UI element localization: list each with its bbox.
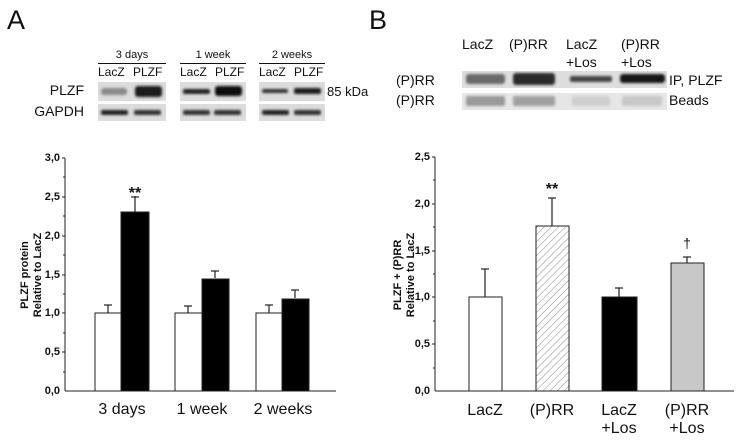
y-tick-label: 1,5 [414, 245, 430, 257]
blot-strip [180, 104, 246, 121]
lane-label: PLZF [215, 65, 245, 79]
group-underline [180, 63, 246, 64]
lane-label: (P)RR [509, 36, 548, 52]
lane-label: (P)RR [621, 36, 660, 52]
lane-label: PLZF [294, 65, 324, 79]
blot-strip [259, 104, 325, 121]
lane-label: LacZ [180, 65, 207, 79]
lane-label: LacZ [566, 36, 598, 52]
blot-strip [259, 82, 325, 101]
y-tick-label: 0,5 [414, 338, 430, 350]
y-tick-label: 1,0 [44, 307, 60, 319]
y-tick-label: 0,5 [44, 346, 60, 358]
bar-prr-los [670, 262, 705, 392]
x-tick-label: 3 days [98, 401, 146, 418]
lane-label: +Los [566, 54, 597, 70]
bar-lacz-1week [174, 312, 203, 392]
blot-strip [98, 104, 166, 121]
bar-lacz-los [601, 296, 638, 392]
panel-a-label: A [7, 5, 26, 35]
lane-label: LacZ [259, 65, 286, 79]
group-underline [98, 63, 166, 64]
bar-plzf-3days [120, 211, 150, 392]
y-tick-label: 2,0 [414, 198, 430, 210]
x-tick-label: 1 week [176, 401, 228, 418]
y-tick-label: 3,0 [44, 152, 60, 164]
x-tick-label: (P)RR +Los [664, 402, 710, 437]
bar-lacz-3days [94, 312, 122, 392]
group-underline [259, 63, 325, 64]
significance-marker: ** [128, 185, 142, 202]
x-tick-label: 2 weeks [253, 401, 313, 418]
y-tick-label: 2,5 [44, 191, 60, 203]
bar-lacz-2weeks [255, 312, 283, 392]
blot-row-label: GAPDH [34, 103, 84, 119]
blot-row-label: (P)RR [396, 92, 435, 108]
bar-plzf-1week [201, 278, 230, 392]
bar-prr [535, 225, 570, 392]
y-tick-label: 0,0 [414, 385, 430, 397]
y-tick-label: 2,5 [414, 151, 430, 163]
blot-group-label: 3 days [115, 49, 149, 61]
x-tick-label: (P)RR [529, 402, 575, 419]
blot-row-tag: IP, PLZF [669, 72, 723, 88]
x-tick-label: LacZ [467, 402, 503, 419]
blot-row-label: PLZF [49, 82, 84, 98]
y-tick-label: 0,0 [44, 385, 60, 397]
panel-b-label: B [369, 5, 388, 35]
blot-row-tag: Beads [669, 92, 709, 108]
lane-label: +Los [621, 54, 652, 70]
size-marker: 85 kDa [327, 84, 369, 99]
y-tick-label: 1,0 [414, 291, 430, 303]
y-tick-label: 2,0 [44, 230, 60, 242]
blot-group-label: 1 week [195, 49, 231, 61]
lane-label: LacZ [462, 36, 494, 52]
y-tick-label: 1,5 [44, 269, 60, 281]
blot-row-label: (P)RR [396, 72, 435, 88]
significance-marker: ** [545, 181, 559, 198]
lane-label: PLZF [133, 65, 163, 79]
lane-label: LacZ [98, 65, 125, 79]
blot-group-label: 2 weeks [271, 49, 313, 61]
bar-lacz [468, 296, 503, 392]
x-tick-label: LacZ +Los [601, 402, 637, 437]
bar-plzf-2weeks [281, 298, 310, 392]
significance-marker: † [683, 235, 691, 251]
